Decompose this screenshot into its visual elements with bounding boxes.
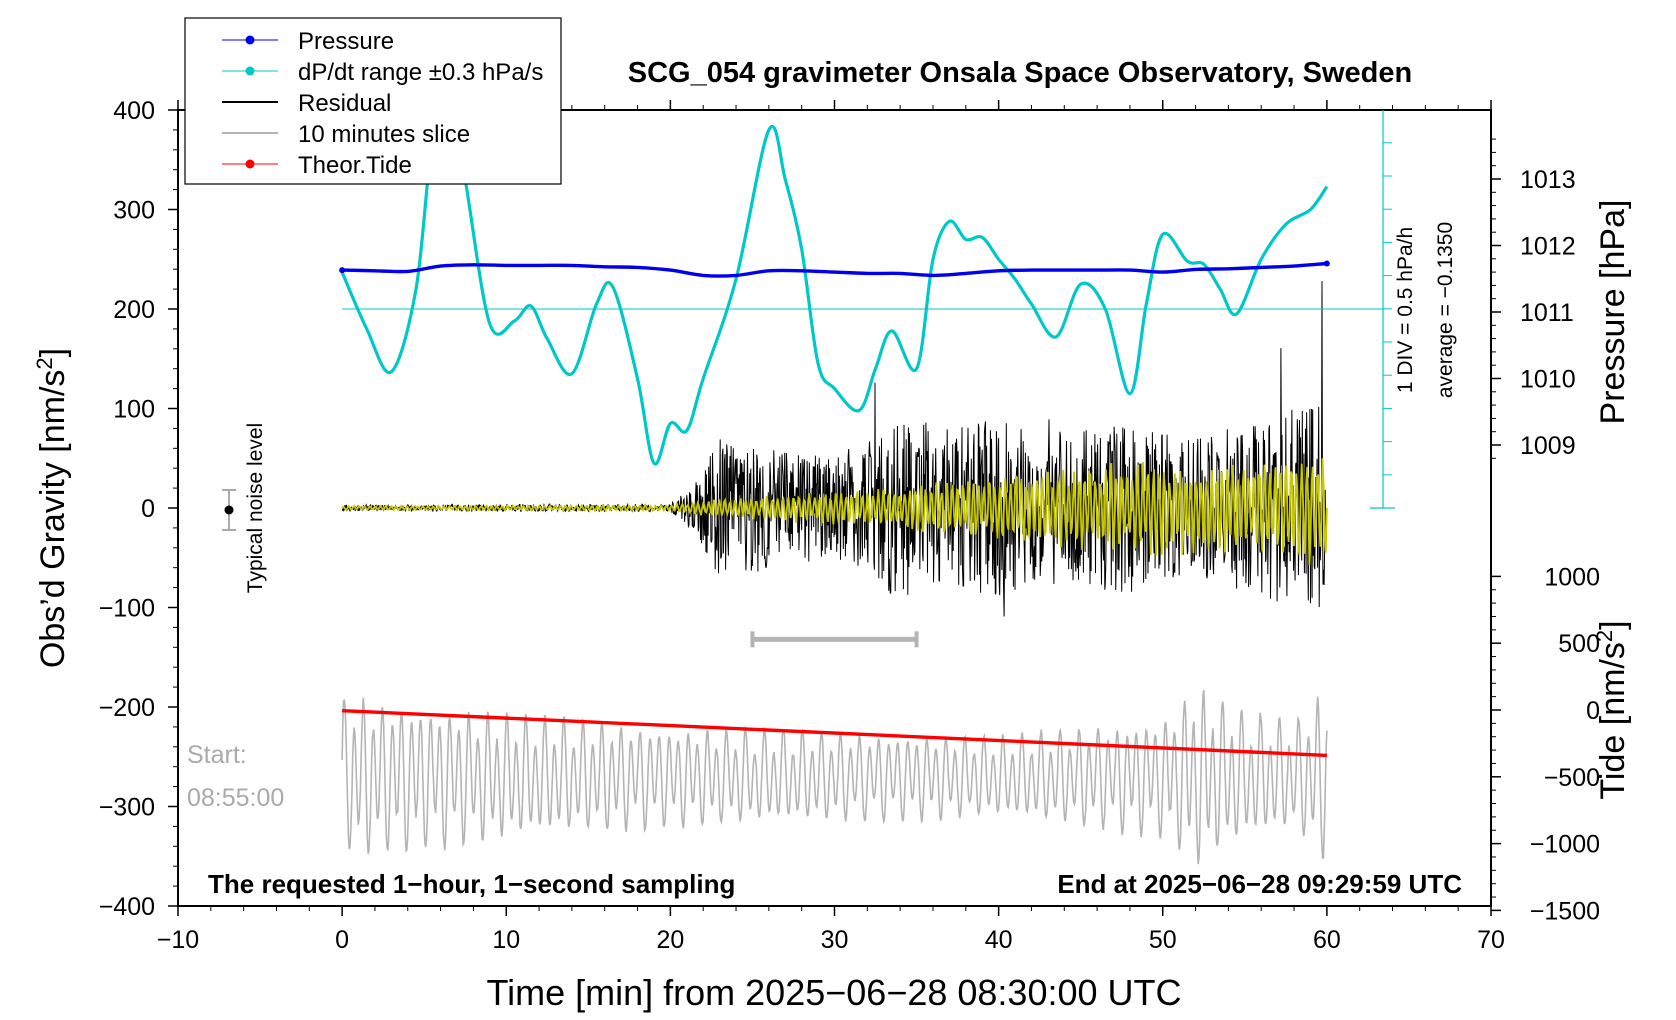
residual-filtered-line (341, 458, 1328, 565)
legend-marker-dpdt (245, 66, 255, 76)
legend-label-residual: Residual (298, 90, 391, 117)
x-axis-label: Time [min] from 2025−06−28 08:30:00 UTC (486, 972, 1181, 1013)
start-time-label: 08:55:00 (187, 784, 284, 812)
y-tick-label: −200 (99, 694, 155, 722)
legend-label-tide: Theor.Tide (298, 152, 412, 179)
y-tick-label: 400 (113, 97, 155, 125)
tide-tick-label: 1000 (1544, 563, 1600, 591)
x-tick-label: 0 (335, 926, 349, 954)
y-tick-label: 0 (141, 495, 155, 523)
start-label: Start: (187, 741, 247, 769)
noise-level-label: Typical noise level (244, 423, 267, 593)
legend-label-slice: 10 minutes slice (298, 121, 470, 148)
pressure-end-point (1323, 260, 1330, 267)
dpdt-series (340, 110, 1329, 466)
y-axis-label-tide: Tide [nm/s2] (1592, 620, 1633, 799)
annotations (222, 110, 1395, 648)
y-tick-label: −300 (99, 794, 155, 822)
y-tick-label: 300 (113, 197, 155, 225)
tide-tick-label: 500 (1558, 630, 1600, 658)
axis-ticks: −10 0 10 20 30 40 50 60 70−400−300−200−100010020… (99, 97, 1600, 954)
legend-entry-tide: Theor.Tide (222, 152, 412, 179)
y-axis-label-left: Obs’d Gravity [nm/s2] (32, 348, 73, 668)
pressure-tick-label: 1009 (1520, 432, 1576, 460)
y-tick-label: 100 (113, 396, 155, 424)
tide-line (342, 708, 1327, 758)
x-tick-label: 40 (985, 926, 1013, 954)
y-axis-label-tide-main: Tide [nm/s (1594, 642, 1632, 799)
y-tick-label: −400 (99, 893, 155, 921)
y-axis-label-left-end: ] (34, 348, 72, 357)
x-tick-label: 50 (1149, 926, 1177, 954)
tide-tick-label: −1500 (1530, 897, 1600, 925)
y-tick-label: −100 (99, 595, 155, 623)
legend-entry-pressure: Pressure (222, 28, 394, 55)
legend-marker-pressure (245, 35, 255, 45)
legend-label-pressure: Pressure (298, 28, 394, 55)
legend-entry-dpdt: dP/dt range ±0.3 hPa/s (222, 59, 543, 86)
pressure-tick-label: 1010 (1520, 366, 1576, 394)
legend-entry-residual: Residual (222, 90, 391, 117)
y-axis-label-left-sup: 2 (32, 357, 57, 369)
residual-filtered-series (341, 458, 1328, 565)
y-axis-label-tide-sup: 2 (1592, 630, 1617, 642)
tide-tick-label: 0 (1586, 697, 1600, 725)
tide-series (342, 708, 1327, 758)
average-label: average = −0.1350 (1434, 222, 1457, 398)
x-tick-label: 30 (821, 926, 849, 954)
pressure-tick-label: 1012 (1520, 233, 1576, 261)
residual-line (341, 281, 1328, 617)
x-tick-label: 10 (492, 926, 520, 954)
tide-tick-label: −1000 (1530, 831, 1600, 859)
pressure-tick-label: 1013 (1520, 166, 1576, 194)
pressure-start-point (339, 267, 346, 274)
x-tick-label: 60 (1313, 926, 1341, 954)
tide-tick-label: −500 (1544, 764, 1600, 792)
pressure-series (339, 260, 1330, 278)
residual-series (341, 281, 1328, 617)
div-label: 1 DIV = 0.5 hPa/h (1394, 227, 1417, 393)
x-tick-label: −10 (157, 926, 199, 954)
legend: Pressure dP/dt range ±0.3 hPa/s Residual… (184, 17, 562, 185)
y-axis-label-tide-end: ] (1594, 620, 1632, 629)
bottom-right-note: End at 2025−06−28 09:29:59 UTC (1057, 869, 1462, 899)
pressure-line (342, 261, 1328, 278)
bottom-left-note: The requested 1−hour, 1−second sampling (208, 869, 735, 899)
pressure-tick-label: 1011 (1520, 299, 1574, 327)
dpdt-line (340, 110, 1329, 466)
chart-title: SCG_054 gravimeter Onsala Space Observat… (628, 57, 1412, 89)
y-axis-label-left-main: Obs’d Gravity [nm/s (34, 370, 72, 669)
noise-marker (224, 505, 234, 515)
x-tick-label: 70 (1477, 926, 1505, 954)
legend-entry-slice: 10 minutes slice (222, 121, 470, 148)
legend-label-dpdt: dP/dt range ±0.3 hPa/s (298, 59, 543, 86)
legend-marker-tide (245, 159, 255, 169)
y-axis-label-pressure: Pressure [hPa] (1594, 200, 1632, 425)
y-tick-label: 200 (113, 296, 155, 324)
x-tick-label: 20 (656, 926, 684, 954)
